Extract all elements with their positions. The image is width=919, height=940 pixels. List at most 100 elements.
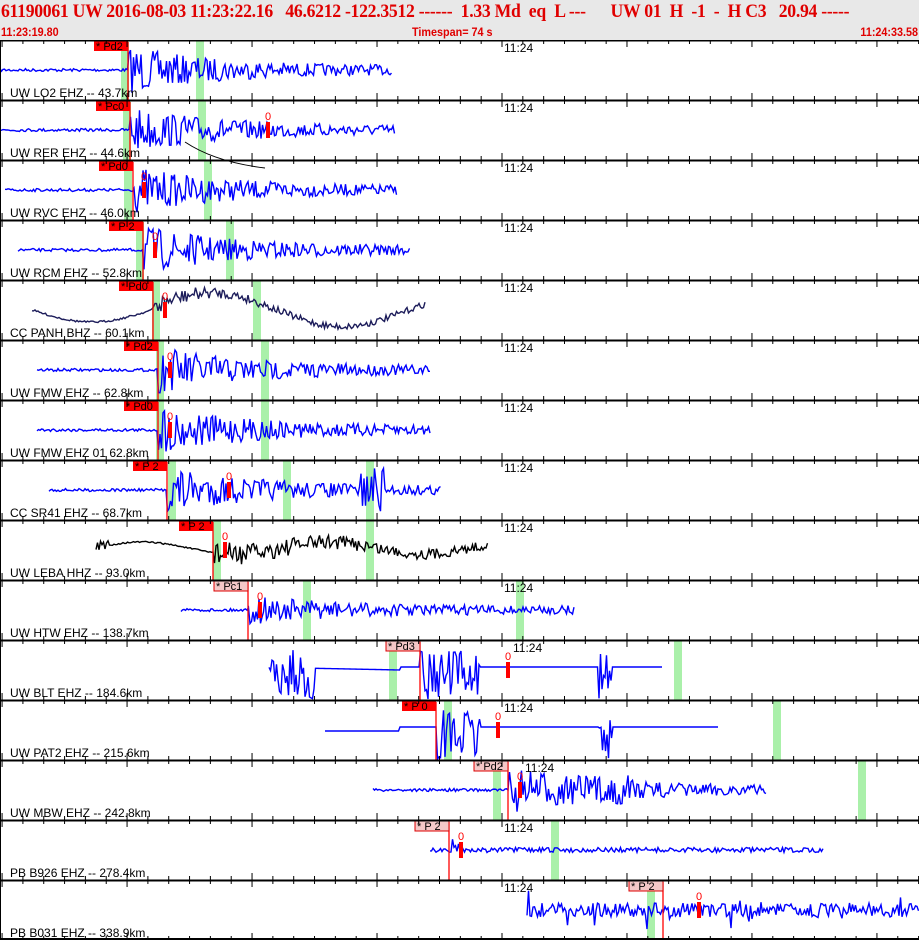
minute-label: 11:24: [504, 341, 533, 355]
phase-pick-flag[interactable]: [119, 281, 153, 291]
station-label: UW PAT2 EHZ -- 215.6km: [10, 746, 150, 760]
minute-label: 11:24: [504, 521, 533, 535]
time-window-marker: [858, 761, 866, 820]
waveform: [430, 839, 824, 855]
end-time: 11:24:33.58: [860, 25, 918, 39]
time-window-marker: [253, 281, 261, 340]
station-label: UW RER EHZ -- 44.6km: [10, 146, 140, 160]
time-window-marker: [261, 401, 269, 460]
phase-pick-flag[interactable]: [179, 521, 213, 531]
waveform: [268, 650, 662, 700]
phase-pick-flag[interactable]: [124, 341, 158, 351]
phase-pick-flag[interactable]: [402, 701, 436, 711]
coda-decay-curve: [184, 141, 266, 169]
phase-pick-flag[interactable]: [124, 401, 158, 411]
waveform: [372, 770, 767, 812]
station-label: PB B031 EHZ -- 338.9km: [10, 926, 145, 940]
coda-marker-label: 0: [167, 351, 173, 363]
time-window-marker: [551, 821, 559, 880]
trace-panel[interactable]: * P 2 0 PB B031 EHZ -- 338.9km 11:24: [0, 879, 919, 940]
minute-label: 11:24: [504, 281, 533, 295]
phase-label: * P 2: [111, 221, 135, 233]
time-window-marker: [156, 341, 164, 400]
station-label: UW RVC EHZ -- 46.0km: [10, 206, 140, 220]
trace-panel[interactable]: * P 2 0 CC SR41 EHZ -- 68.7km 11:24: [0, 459, 919, 520]
waveform: [526, 890, 919, 930]
phase-label: * Pd2: [126, 341, 153, 353]
event-summary: 61190061 UW 2016-08-03 11:23:22.16 46.62…: [1, 1, 850, 22]
time-window-marker: [303, 581, 311, 640]
time-window-marker: [674, 641, 682, 700]
station-label: UW HTW EHZ -- 138.7km: [10, 626, 149, 640]
minute-label: 11:24: [504, 461, 533, 475]
phase-pick-flag[interactable]: [133, 461, 167, 471]
trace-panel[interactable]: * Pd2 UW LO2 EHZ -- 43.7km 11:24: [0, 40, 919, 100]
time-window-marker: [647, 881, 655, 940]
phase-label: * Pd3: [388, 641, 415, 653]
coda-marker: [496, 722, 500, 738]
station-label: UW LO2 EHZ -- 43.7km: [10, 86, 137, 100]
phase-label: * P 2: [631, 881, 655, 893]
coda-marker-label: 0: [505, 651, 511, 663]
waveform: [36, 348, 431, 394]
trace-panel[interactable]: * Pd0 0 CC PANH BHZ -- 60.1km 11:24: [0, 279, 919, 340]
phase-pick-flag[interactable]: [96, 101, 130, 111]
time-window-marker: [168, 461, 176, 520]
trace-panel[interactable]: * Pc0 0 UW RER EHZ -- 44.6km 11:24: [0, 99, 919, 169]
trace-panel[interactable]: * Pd0 0 UW RVC EHZ -- 46.0km 11:24: [0, 159, 919, 220]
waveform: [31, 285, 426, 332]
trace-panel[interactable]: * P 2 0 UW RCM EHZ -- 52.8km 11:24: [0, 219, 919, 280]
phase-label: * P 2: [181, 521, 205, 533]
trace-panel[interactable]: * Pd3 0 UW BLT EHZ -- 184.6km 11:24: [0, 639, 919, 700]
trace-panel[interactable]: * Pc1 0 UW HTW EHZ -- 138.7km 11:24: [0, 579, 919, 640]
coda-marker: [258, 602, 262, 618]
waveform: [17, 226, 411, 272]
minute-label: 11:24: [504, 821, 533, 835]
trace-panel[interactable]: * P 2 0 PB B926 EHZ -- 278.4km 11:24: [0, 819, 919, 880]
coda-marker: [227, 482, 231, 498]
station-label: UW MBW EHZ -- 242.8km: [10, 806, 151, 820]
trace-panel[interactable]: * P 2 0 UW LEBA HHZ -- 93.0km 11:24: [0, 519, 919, 580]
station-label: CC SR41 EHZ -- 68.7km: [10, 506, 142, 520]
time-window-marker: [196, 41, 204, 100]
coda-marker: [506, 662, 510, 678]
waveform: [325, 709, 718, 762]
coda-marker-label: 0: [162, 291, 168, 303]
waveform: [95, 532, 489, 565]
coda-marker-label: 0: [517, 771, 523, 783]
phase-label: * Pd0: [121, 281, 148, 293]
trace-panel[interactable]: * Pd0 0 UW FMW EHZ 01 62.8km 11:24: [0, 399, 919, 460]
minute-label: 11:24: [504, 881, 533, 895]
minute-label: 11:24: [513, 641, 542, 655]
phase-pick-flag[interactable]: [99, 161, 133, 171]
waveform: [36, 408, 431, 452]
station-label: CC PANH BHZ -- 60.1km: [10, 326, 144, 340]
station-label: PB B926 EHZ -- 278.4km: [10, 866, 145, 880]
phase-label: * P 2: [417, 821, 441, 833]
phase-pick-flag[interactable]: [109, 221, 143, 231]
minute-label: 11:24: [504, 401, 533, 415]
phase-label: * P 0: [404, 701, 428, 713]
coda-marker: [168, 422, 172, 438]
trace-panel[interactable]: * P 0 0 UW PAT2 EHZ -- 215.6km 11:24: [0, 699, 919, 762]
trace-panel[interactable]: * Pd2 0 UW FMW EHZ -- 62.8km 11:24: [0, 339, 919, 400]
phase-pick-flag[interactable]: [94, 41, 128, 51]
waveform: [48, 465, 441, 514]
waveform: [0, 110, 396, 149]
coda-marker-label: 0: [222, 531, 228, 543]
minute-label: 11:24: [504, 701, 533, 715]
coda-marker-label: 0: [167, 411, 173, 423]
coda-marker: [223, 542, 227, 558]
coda-marker-label: 0: [696, 891, 702, 903]
coda-marker: [459, 842, 463, 858]
start-time: 11:23:19.80: [1, 25, 59, 39]
phase-label: * Pc0: [98, 101, 124, 113]
minute-label: 11:24: [504, 41, 533, 55]
minute-label: 11:24: [504, 161, 533, 175]
phase-label: * Pc1: [216, 581, 242, 593]
coda-marker: [168, 362, 172, 378]
trace-panel[interactable]: * Pd2 0 UW MBW EHZ -- 242.8km 11:24: [0, 759, 919, 820]
coda-marker-label: 0: [152, 231, 158, 243]
waveform: [180, 597, 575, 626]
